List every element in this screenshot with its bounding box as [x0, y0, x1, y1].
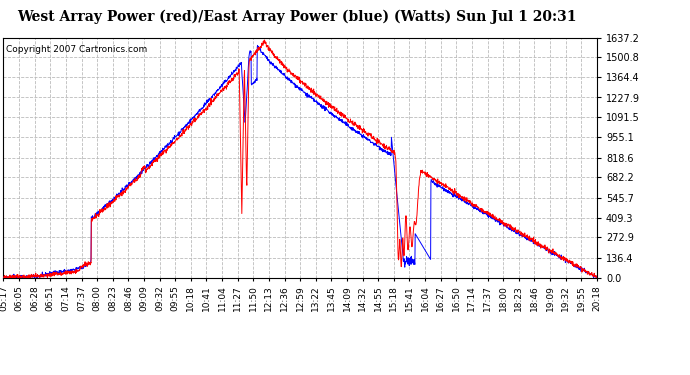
Text: Copyright 2007 Cartronics.com: Copyright 2007 Cartronics.com — [6, 45, 148, 54]
Text: West Array Power (red)/East Array Power (blue) (Watts) Sun Jul 1 20:31: West Array Power (red)/East Array Power … — [17, 9, 576, 24]
